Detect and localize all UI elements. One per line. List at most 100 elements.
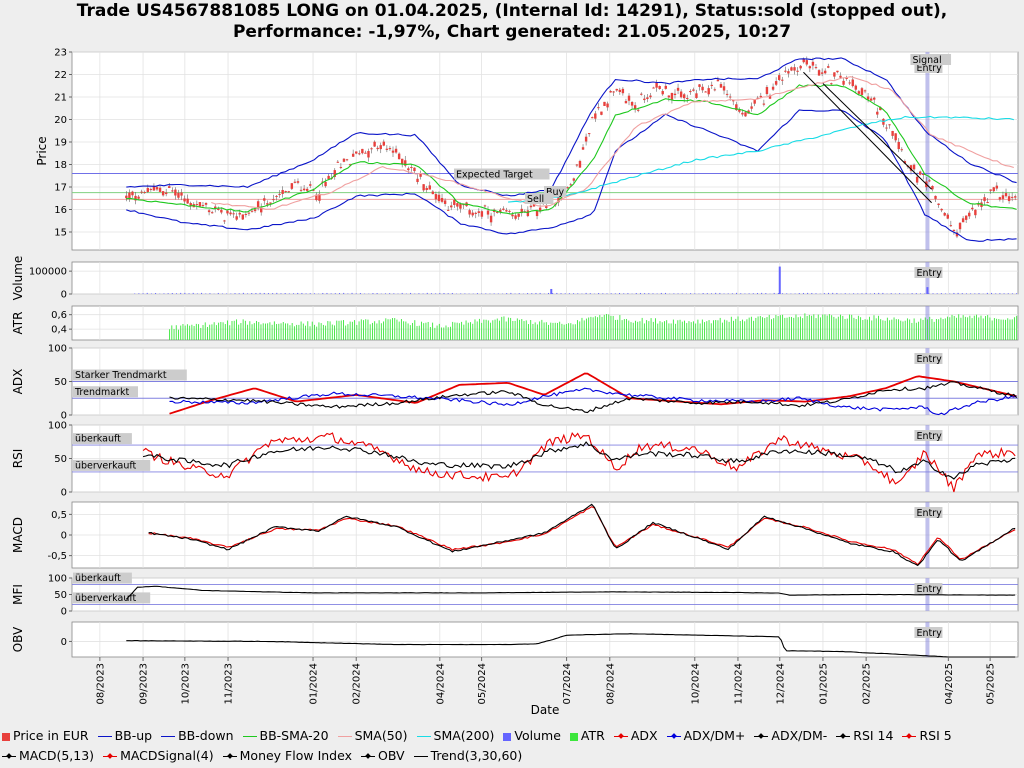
candle [241, 214, 245, 220]
atr-bar [550, 322, 552, 340]
atr-bar [969, 315, 971, 340]
atr-bar [708, 320, 710, 340]
volume-bar [681, 293, 683, 294]
volume-bar [736, 292, 738, 294]
volume-bar [1016, 293, 1018, 294]
atr-bar [186, 324, 188, 340]
candle [661, 91, 664, 95]
volume-bar [602, 293, 604, 294]
atr-bar [387, 319, 389, 340]
candle [207, 210, 211, 213]
atr-bar [949, 317, 951, 340]
atr-bar [719, 317, 721, 340]
atr-bar [755, 317, 757, 340]
atr-bar [276, 324, 278, 340]
volume-bar [1003, 293, 1005, 294]
atr-bar [851, 314, 853, 340]
atr-bar [280, 323, 282, 340]
atr-bar [987, 315, 989, 340]
atr-bar [759, 315, 761, 340]
atr-bar [398, 321, 400, 340]
volume-bar [1007, 293, 1009, 294]
entry-label-box [914, 267, 943, 278]
atr-bar [249, 321, 251, 340]
candle [974, 209, 977, 216]
x-tick-label: 10/2024 [690, 663, 701, 705]
candle [180, 192, 183, 196]
atr-bar [953, 316, 955, 340]
atr-bar [563, 324, 565, 340]
atr-bar [570, 323, 572, 340]
volume-bar [635, 293, 637, 294]
legend-label: OBV [377, 748, 405, 763]
volume-bar [134, 293, 136, 294]
atr-bar [862, 320, 864, 340]
series-line-rsi-5 [142, 431, 1016, 493]
candle [453, 199, 456, 205]
x-tick-label: 08/2024 [605, 663, 616, 705]
atr-bar [403, 321, 405, 340]
volume-bar [644, 293, 646, 294]
atr-bar [298, 324, 300, 340]
volume-bar [309, 293, 311, 294]
atr-bar [904, 320, 906, 340]
signal-entry-bar [925, 502, 930, 568]
atr-bar [574, 324, 576, 340]
atr-bar [650, 318, 652, 340]
series-line-adx-dm- [169, 381, 1018, 414]
volume-bar [1011, 293, 1013, 294]
atr-bar [971, 318, 973, 340]
candle [820, 72, 824, 74]
atr-bar [951, 314, 953, 340]
y-tick-label: 0,4 [51, 325, 67, 336]
atr-bar [499, 320, 500, 340]
candle [235, 216, 238, 220]
volume-bar [259, 292, 261, 294]
volume-bar [284, 293, 286, 294]
volume-bar [138, 293, 140, 294]
adx-panel: 0 50 100 ADX Starker Trendmarkt Trendmarkt Ent… [11, 344, 1019, 422]
volume-bar [652, 293, 654, 294]
atr-bar [893, 317, 895, 340]
legend-swatch [337, 736, 352, 737]
atr-bar [750, 316, 752, 340]
volume-bar [957, 292, 959, 294]
candle [618, 89, 622, 92]
atr-bar [412, 322, 414, 340]
candle [692, 89, 695, 91]
candle [839, 75, 842, 78]
atr-bar [924, 317, 926, 340]
candle [535, 210, 539, 217]
volume-bar [606, 293, 608, 294]
atr-bar [211, 324, 213, 340]
candle [158, 187, 162, 192]
candle [275, 195, 278, 197]
atr-bar [378, 320, 380, 340]
atr-bar [877, 315, 879, 340]
atr-bar [690, 322, 692, 340]
atr-bar [606, 313, 607, 340]
volume-bar [936, 293, 938, 294]
volume-bar [744, 293, 746, 294]
volume-bar [577, 293, 579, 294]
y-tick-label: 100 [48, 421, 67, 432]
atr-bar [548, 324, 549, 340]
atr-bar [345, 325, 347, 340]
candle [888, 124, 891, 126]
volume-bar [598, 293, 600, 294]
atr-bar [287, 323, 289, 340]
candle [143, 192, 146, 194]
legend-label: Price in EUR [13, 728, 89, 743]
expected-target-label-box [454, 168, 550, 180]
x-tick-label: 08/2023 [95, 663, 106, 705]
candle [520, 208, 523, 214]
volume-bar [723, 293, 725, 294]
atr-bar [554, 322, 556, 340]
atr-bar [730, 316, 732, 340]
atr-bar [530, 320, 532, 340]
volume-bar [518, 293, 520, 294]
candle [805, 60, 808, 65]
candle [802, 59, 805, 63]
atr-bar [282, 322, 284, 340]
buy-label-box [544, 186, 567, 197]
